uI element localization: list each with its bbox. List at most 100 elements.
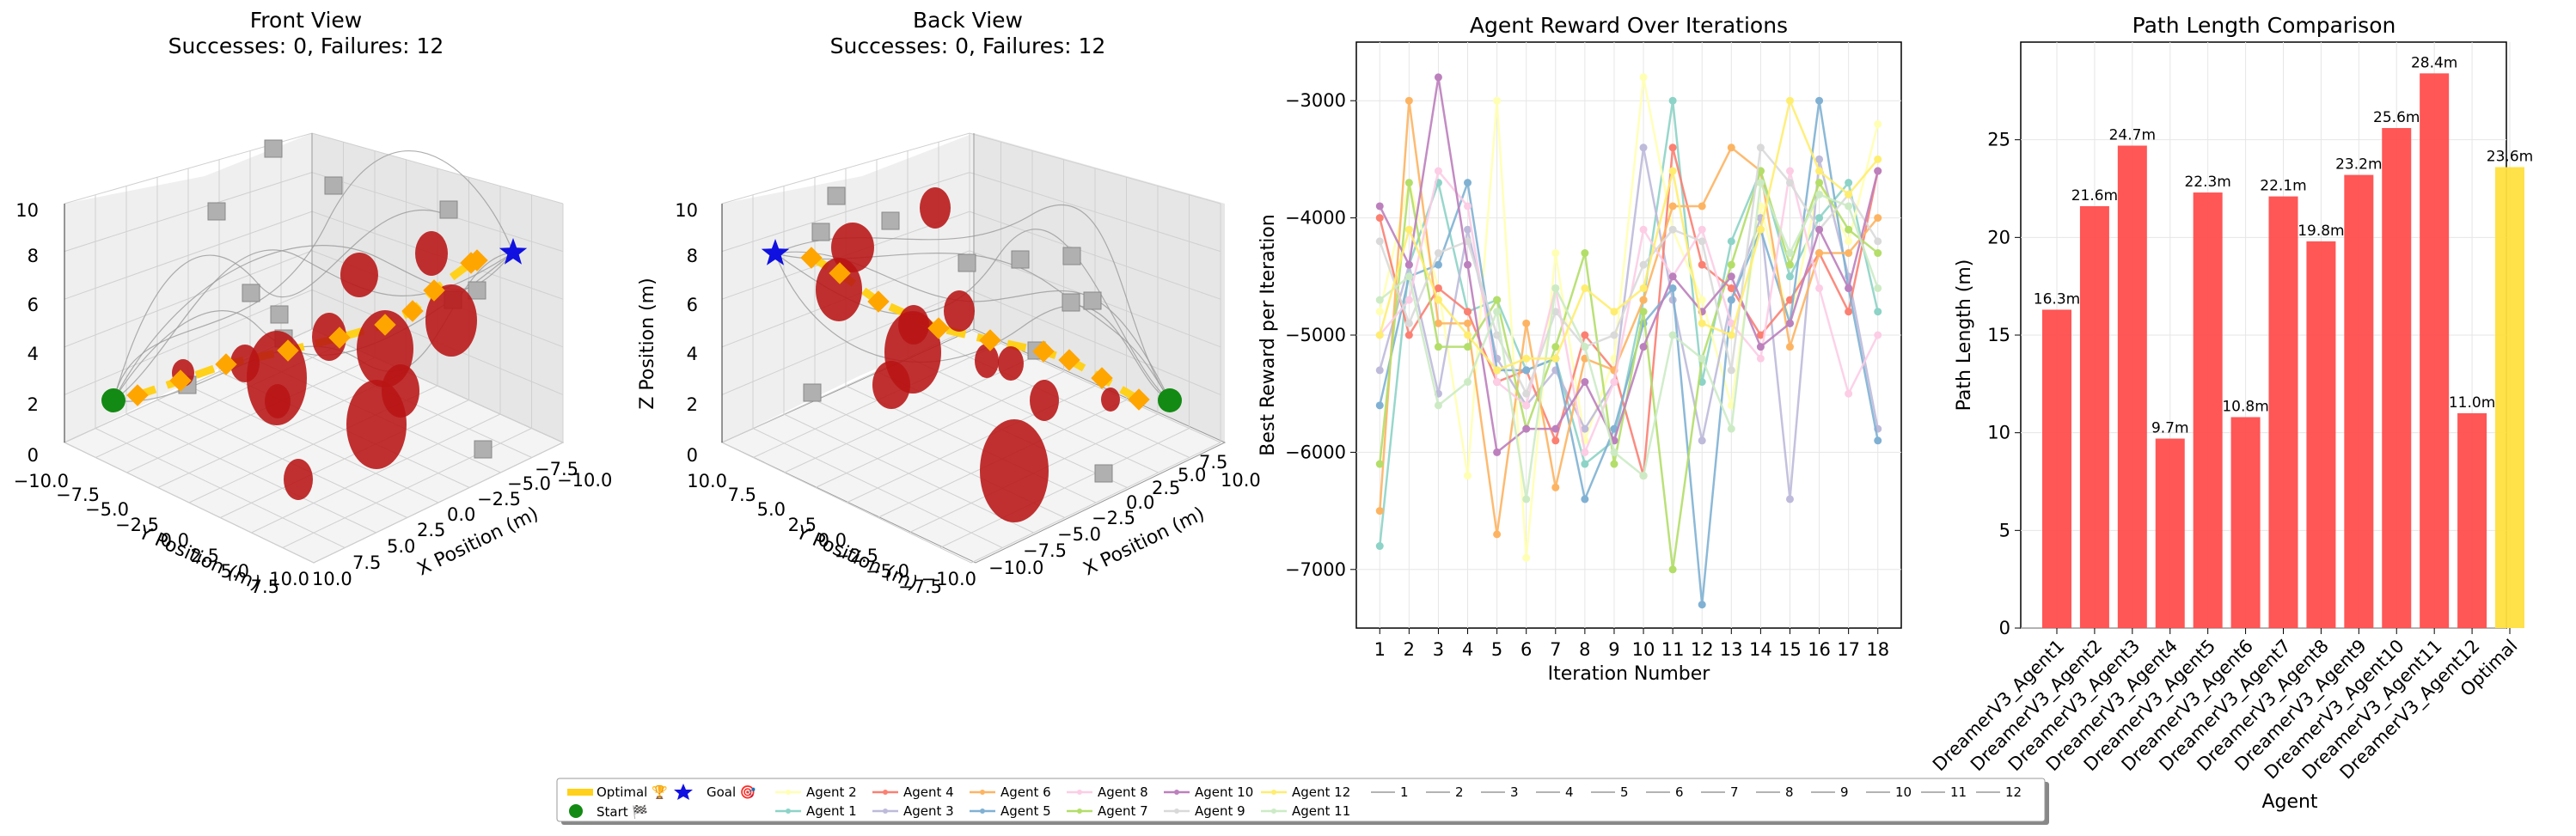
y-tick: 10.0 <box>687 471 727 491</box>
y-tick: −2.5 <box>115 515 159 535</box>
series-point <box>1845 202 1853 211</box>
series-point <box>1404 260 1413 269</box>
series-point <box>1756 343 1765 351</box>
series-point <box>1815 167 1824 175</box>
path-length-x-ticks: DreamerV3_Agent1DreamerV3_Agent2DreamerV… <box>1929 636 2522 784</box>
obstacle-box <box>1094 464 1113 483</box>
reward-chart-title: Agent Reward Over Iterations <box>1470 13 1788 38</box>
back-right-pane <box>974 133 1225 442</box>
reward-chart-panel: Agent Reward Over Iterations 1 2 3 4 5 6 7 8 9 10… <box>1257 13 1902 685</box>
series-point <box>1698 260 1706 269</box>
x-tick-label: 14 <box>1749 639 1772 660</box>
series-point <box>1874 249 1882 258</box>
series-line <box>1379 76 1879 558</box>
agent-trajectory <box>113 245 514 401</box>
series-point <box>1404 319 1413 327</box>
series-point <box>1464 472 1472 480</box>
series-point <box>1434 401 1442 410</box>
series-point <box>1698 354 1706 363</box>
legend-agent-label: Agent 4 <box>903 784 954 800</box>
x-tick-label: 12 <box>1691 639 1714 660</box>
series-point <box>1785 319 1794 327</box>
legend-goal-label: Goal 🎯 <box>707 784 756 800</box>
obstacle-box <box>474 440 493 459</box>
legend: Optimal 🏆 Start 🏁 Goal 🎯 Agent 2 Agent 1 A… <box>556 778 2049 825</box>
obstacle-sphere <box>265 384 291 418</box>
obstacle-sphere <box>382 364 419 418</box>
x-tick-label: 1 <box>1374 639 1386 660</box>
back-view-panel: Back View Successes: 0, Failures: 12 0 2… <box>637 8 1261 597</box>
series-point <box>1551 424 1560 433</box>
x-tick-label: 13 <box>1720 639 1743 660</box>
legend-agent-marker <box>980 790 985 795</box>
series-point <box>1464 202 1472 211</box>
y-tick: −5.0 <box>85 499 129 520</box>
obstacle-box <box>958 253 976 272</box>
obstacle-box <box>207 202 226 221</box>
legend-agent-marker <box>786 790 791 795</box>
series-point <box>1581 284 1589 292</box>
series-point <box>1375 202 1384 211</box>
y-tick-label: −5000 <box>1285 325 1346 345</box>
legend-box <box>556 778 2046 822</box>
series-point <box>1581 495 1589 503</box>
y-tick-label: 20 <box>1987 227 2010 247</box>
obstacle-sphere <box>312 313 346 361</box>
series-point <box>1785 272 1794 281</box>
bar <box>2230 417 2261 628</box>
series-point <box>1551 249 1560 258</box>
series-point <box>1639 143 1648 152</box>
legend-agent-label: Agent 8 <box>1098 784 1148 800</box>
front-x-ticks: 10.0 7.5 5.0 2.5 0.0 −2.5 −5.0 −7.5 −10.… <box>312 459 612 589</box>
front-y-axis-label: Y Position (m) <box>135 522 264 595</box>
series-point <box>1698 319 1706 327</box>
obstacle-sphere <box>975 344 999 378</box>
x-tick: 7.5 <box>1199 452 1227 473</box>
obstacle-sphere <box>872 361 910 409</box>
x-tick: −7.5 <box>1023 540 1067 561</box>
legend-goal-swatch <box>674 784 693 800</box>
obstacle-sphere <box>898 305 929 345</box>
series-point <box>1375 542 1384 551</box>
back-grid <box>721 132 1221 564</box>
obstacle-sphere <box>944 290 975 332</box>
front-x-axis-label: X Position (m) <box>414 503 542 581</box>
start-marker <box>101 388 125 412</box>
series-point <box>1845 249 1853 258</box>
y-tick: −7.5 <box>56 485 100 505</box>
grid-line <box>721 250 1221 348</box>
reward-x-axis-label: Iteration Number <box>1548 663 1711 685</box>
legend-agent-label: Agent 10 <box>1195 784 1253 800</box>
reward-x-ticks: 1 2 3 4 5 6 7 8 9 10 11 12 13 14 15 16 17 18 <box>1374 639 1890 660</box>
series-point <box>1375 331 1384 339</box>
bar <box>2117 145 2147 628</box>
series-point <box>1698 296 1706 304</box>
path-length-y-ticks: 0 5 10 15 20 25 <box>1987 130 2010 638</box>
series-point <box>1464 260 1472 269</box>
series-point <box>1404 225 1413 234</box>
legend-trail-label: 4 <box>1565 784 1574 800</box>
y-tick-label: 25 <box>1987 130 2010 150</box>
series-point <box>1639 225 1648 234</box>
legend-agent-label: Agent 5 <box>1000 803 1051 819</box>
series-point <box>1815 190 1824 198</box>
series-point <box>1727 143 1735 152</box>
series-point <box>1668 96 1677 105</box>
waypoint-diamond <box>401 300 424 322</box>
series-point <box>1874 167 1882 175</box>
obstacle-box <box>242 284 260 302</box>
obstacle-box <box>324 176 343 195</box>
series-point <box>1668 167 1677 175</box>
series-point <box>1698 225 1706 234</box>
path-length-x-axis-label: Agent <box>2261 791 2317 813</box>
bar <box>2193 192 2223 628</box>
grid-line <box>251 413 501 534</box>
series-point <box>1375 366 1384 375</box>
series-point <box>1874 119 1882 128</box>
series-point <box>1815 96 1824 105</box>
legend-agent-marker <box>883 790 888 795</box>
series-point <box>1434 319 1442 327</box>
series-point <box>1756 225 1765 234</box>
legend-agent-marker <box>1271 790 1276 795</box>
obstacle-sphere <box>1101 387 1120 412</box>
